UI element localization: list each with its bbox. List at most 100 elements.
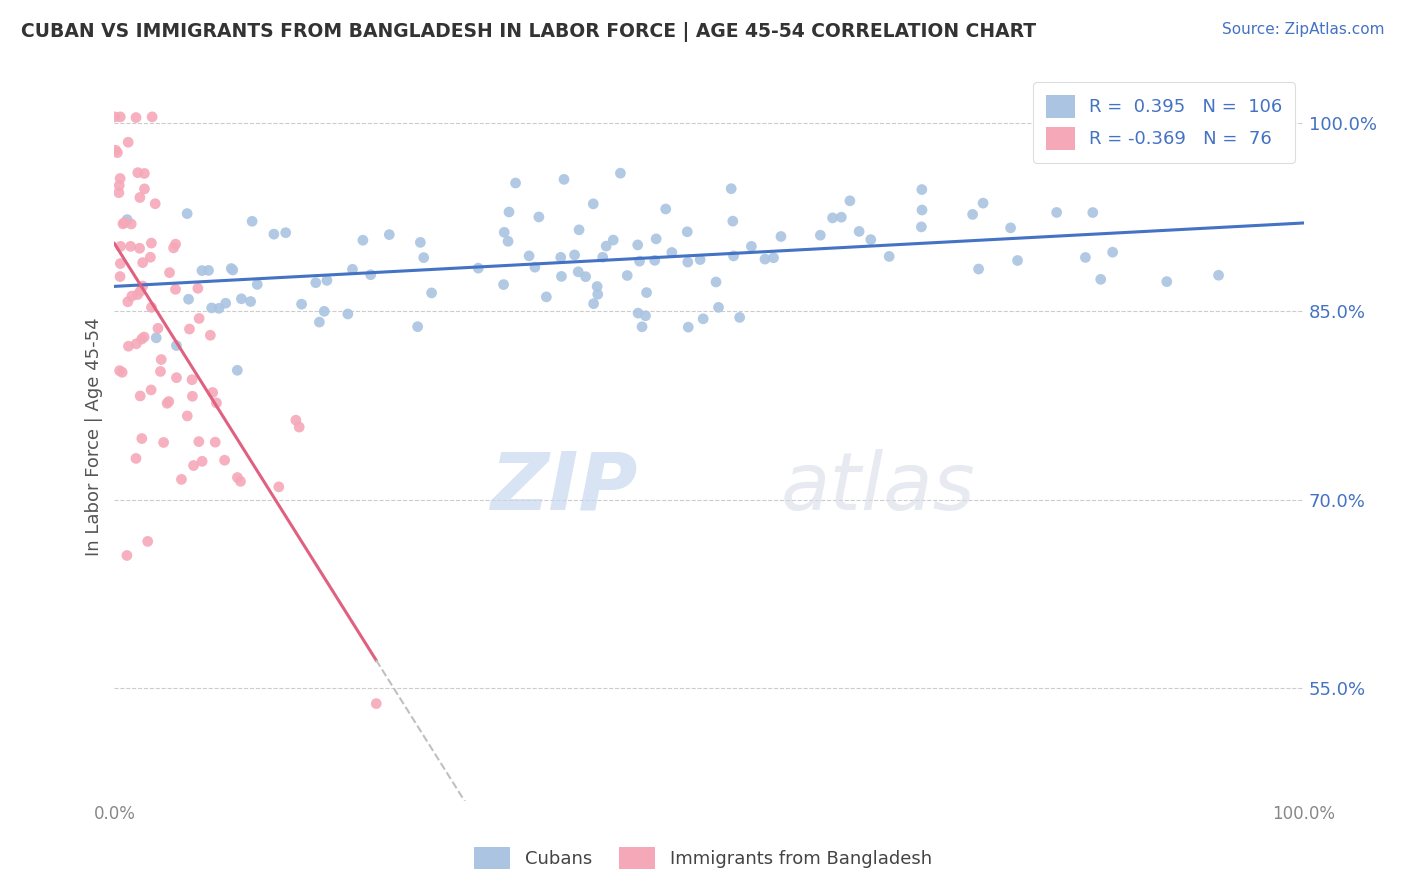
Point (409, 235, 432, 250)
Point (316, 273, 339, 287)
Point (689, 252, 711, 267)
Point (962, 207, 984, 221)
Point (246, 277, 269, 292)
Point (201, 385, 224, 400)
Point (121, 289, 143, 303)
Point (291, 297, 314, 311)
Point (848, 224, 870, 238)
Point (877, 249, 900, 263)
Point (159, 266, 181, 280)
Point (644, 253, 666, 268)
Point (616, 268, 638, 283)
Point (567, 265, 589, 279)
Point (150, 352, 173, 367)
Point (586, 287, 609, 301)
Point (141, 301, 163, 315)
Point (911, 183, 934, 197)
Point (720, 182, 742, 196)
Point (406, 319, 429, 334)
Point (104, 110, 127, 124)
Point (1074, 251, 1097, 265)
Point (170, 472, 193, 486)
Point (704, 275, 727, 289)
Point (1208, 268, 1230, 283)
Point (494, 225, 516, 239)
Point (523, 260, 546, 275)
Legend: Cubans, Immigrants from Bangladesh: Cubans, Immigrants from Bangladesh (467, 839, 939, 876)
Point (149, 364, 172, 378)
Point (352, 233, 374, 247)
Text: CUBAN VS IMMIGRANTS FROM BANGLADESH IN LABOR FORCE | AGE 45-54 CORRELATION CHART: CUBAN VS IMMIGRANTS FROM BANGLADESH IN L… (21, 22, 1036, 42)
Legend: R =  0.395   N =  106, R = -0.369   N =  76: R = 0.395 N = 106, R = -0.369 N = 76 (1033, 82, 1295, 162)
Point (117, 294, 139, 309)
Point (550, 269, 572, 284)
Text: ZIP: ZIP (491, 449, 638, 527)
Point (366, 697, 388, 711)
Point (967, 262, 990, 277)
Point (125, 111, 148, 125)
Point (628, 254, 651, 268)
Point (105, 145, 128, 160)
Point (114, 216, 136, 230)
Point (110, 110, 132, 124)
Point (141, 236, 163, 251)
Point (707, 301, 730, 315)
Point (636, 285, 658, 300)
Point (176, 409, 198, 423)
Point (267, 480, 290, 494)
Point (231, 292, 253, 306)
Point (575, 269, 598, 284)
Point (191, 263, 214, 277)
Point (108, 364, 131, 378)
Point (496, 235, 519, 249)
Point (564, 248, 586, 262)
Point (117, 339, 139, 353)
Point (728, 310, 751, 325)
Point (143, 196, 166, 211)
Point (129, 389, 152, 403)
Point (239, 294, 262, 309)
Point (308, 315, 330, 329)
Point (627, 238, 650, 252)
Point (723, 249, 745, 263)
Point (162, 241, 184, 255)
Point (634, 309, 657, 323)
Point (141, 110, 163, 124)
Point (181, 373, 204, 387)
Point (859, 233, 882, 247)
Point (181, 389, 204, 403)
Point (226, 470, 249, 484)
Point (136, 534, 159, 549)
Point (197, 263, 219, 277)
Point (412, 251, 434, 265)
Point (131, 255, 153, 269)
Point (177, 292, 200, 306)
Point (586, 279, 609, 293)
Point (769, 229, 792, 244)
Point (201, 301, 224, 315)
Point (145, 331, 167, 345)
Point (125, 451, 148, 466)
Point (176, 206, 198, 220)
Point (910, 219, 932, 234)
Point (1156, 275, 1178, 289)
Point (467, 261, 489, 276)
Point (240, 214, 263, 228)
Point (117, 135, 139, 149)
Point (110, 256, 132, 270)
Point (631, 319, 654, 334)
Point (111, 365, 134, 379)
Point (263, 227, 285, 241)
Point (602, 233, 624, 247)
Point (645, 232, 668, 246)
Point (104, 143, 127, 157)
Point (214, 453, 236, 467)
Point (139, 250, 162, 264)
Point (284, 413, 307, 427)
Point (821, 211, 844, 225)
Point (1007, 253, 1029, 268)
Point (229, 475, 252, 489)
Point (125, 336, 148, 351)
Point (139, 383, 162, 397)
Point (187, 281, 209, 295)
